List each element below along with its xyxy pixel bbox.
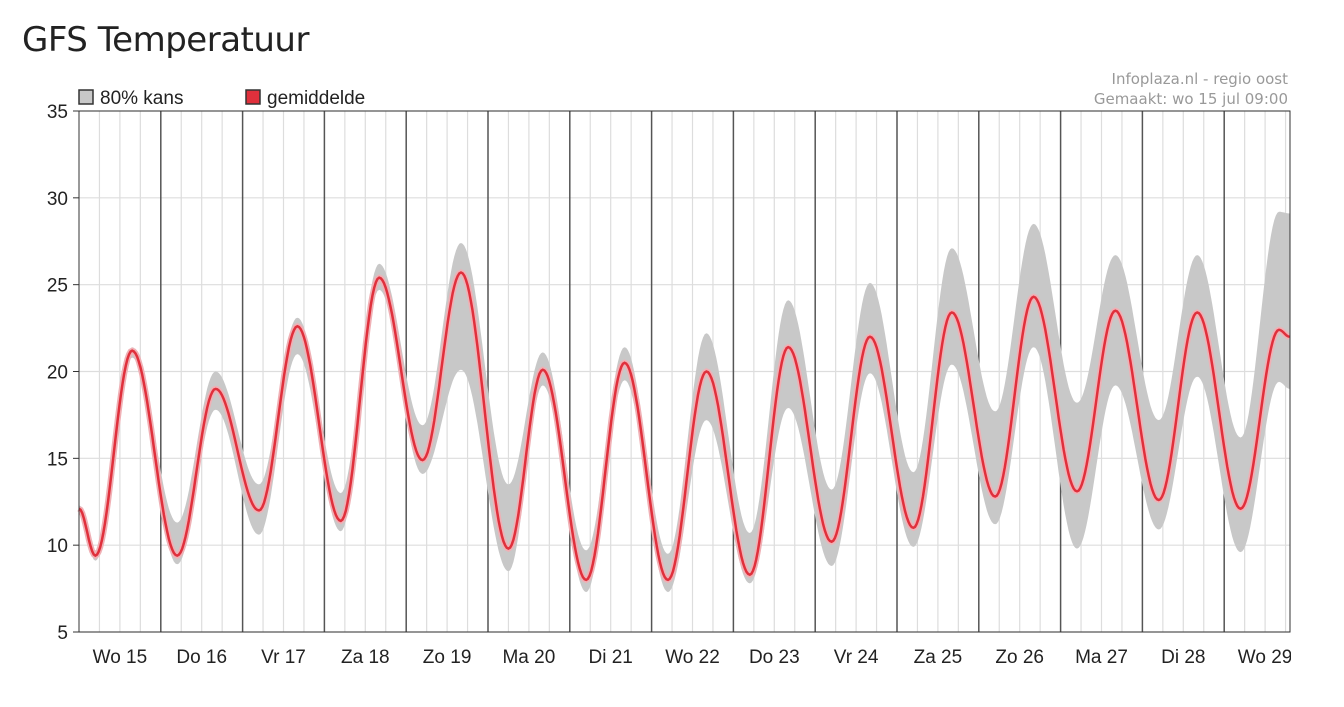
legend-mean-label: gemiddelde xyxy=(267,88,365,109)
y-axis-ticks: 5 10 15 20 25 30 35 xyxy=(47,102,79,644)
legend-mean-swatch xyxy=(245,89,261,105)
grid-day-lines xyxy=(160,111,1225,632)
legend: 80% kans gemiddelde xyxy=(78,88,365,109)
x-tick-label: Wo 15 xyxy=(93,647,148,668)
creation-timestamp: Gemaakt: wo 15 jul 09:00 xyxy=(1094,90,1288,108)
mean-line xyxy=(78,271,1290,582)
legend-band-swatch xyxy=(78,89,94,105)
x-tick-label: Ma 27 xyxy=(1075,647,1128,668)
x-tick-label: Di 21 xyxy=(589,647,633,668)
y-tick-label: 35 xyxy=(47,102,68,123)
y-tick-label: 15 xyxy=(47,449,68,470)
x-tick-label: Wo 29 xyxy=(1238,647,1293,668)
legend-band-label: 80% kans xyxy=(100,88,183,109)
x-tick-label: Vr 24 xyxy=(834,647,879,668)
x-tick-label: Wo 22 xyxy=(665,647,720,668)
y-tick-label: 10 xyxy=(47,536,68,557)
x-tick-label: Za 25 xyxy=(914,647,963,668)
page-title: GFS Temperatuur xyxy=(22,20,309,60)
x-tick-label: Ma 20 xyxy=(502,647,555,668)
x-tick-label: Do 23 xyxy=(749,647,800,668)
y-tick-label: 20 xyxy=(47,363,68,384)
x-tick-label: Vr 17 xyxy=(261,647,306,668)
x-tick-label: Di 28 xyxy=(1161,647,1205,668)
x-tick-label: Do 16 xyxy=(176,647,227,668)
x-tick-label: Zo 19 xyxy=(423,647,472,668)
source-credit: Infoplaza.nl - regio oost xyxy=(1112,70,1289,88)
y-tick-label: 5 xyxy=(57,623,68,644)
x-tick-label: Zo 26 xyxy=(995,647,1044,668)
y-tick-label: 25 xyxy=(47,276,68,297)
x-axis-ticks: Wo 15 Do 16 Vr 17 Za 18 Zo 19 Ma 20 Di 21 Wo 22… xyxy=(93,647,1293,668)
confidence-band-80 xyxy=(79,211,1290,593)
y-tick-label: 30 xyxy=(47,189,68,210)
x-tick-label: Za 18 xyxy=(341,647,390,668)
